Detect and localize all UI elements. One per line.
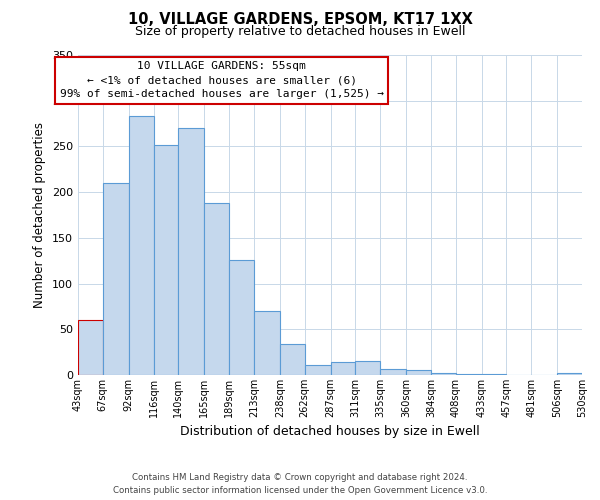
Bar bbox=[204, 203, 229, 375]
Bar bbox=[178, 128, 204, 375]
Bar bbox=[78, 320, 103, 375]
Bar bbox=[380, 368, 406, 375]
Bar bbox=[254, 311, 280, 375]
Text: 10 VILLAGE GARDENS: 55sqm
← <1% of detached houses are smaller (6)
99% of semi-d: 10 VILLAGE GARDENS: 55sqm ← <1% of detac… bbox=[59, 62, 383, 100]
Text: Size of property relative to detached houses in Ewell: Size of property relative to detached ho… bbox=[135, 25, 465, 38]
Bar bbox=[557, 373, 582, 375]
Text: Contains HM Land Registry data © Crown copyright and database right 2024.
Contai: Contains HM Land Registry data © Crown c… bbox=[113, 474, 487, 495]
Bar bbox=[456, 374, 482, 375]
Bar bbox=[154, 144, 178, 375]
X-axis label: Distribution of detached houses by size in Ewell: Distribution of detached houses by size … bbox=[180, 426, 480, 438]
Bar bbox=[331, 362, 355, 375]
Bar bbox=[229, 260, 254, 375]
Bar bbox=[305, 365, 331, 375]
Bar bbox=[482, 374, 506, 375]
Bar bbox=[280, 344, 305, 375]
Bar bbox=[406, 370, 431, 375]
Y-axis label: Number of detached properties: Number of detached properties bbox=[34, 122, 46, 308]
Bar bbox=[103, 183, 129, 375]
Bar bbox=[129, 116, 154, 375]
Text: 10, VILLAGE GARDENS, EPSOM, KT17 1XX: 10, VILLAGE GARDENS, EPSOM, KT17 1XX bbox=[128, 12, 472, 28]
Bar bbox=[431, 373, 456, 375]
Bar bbox=[355, 362, 380, 375]
